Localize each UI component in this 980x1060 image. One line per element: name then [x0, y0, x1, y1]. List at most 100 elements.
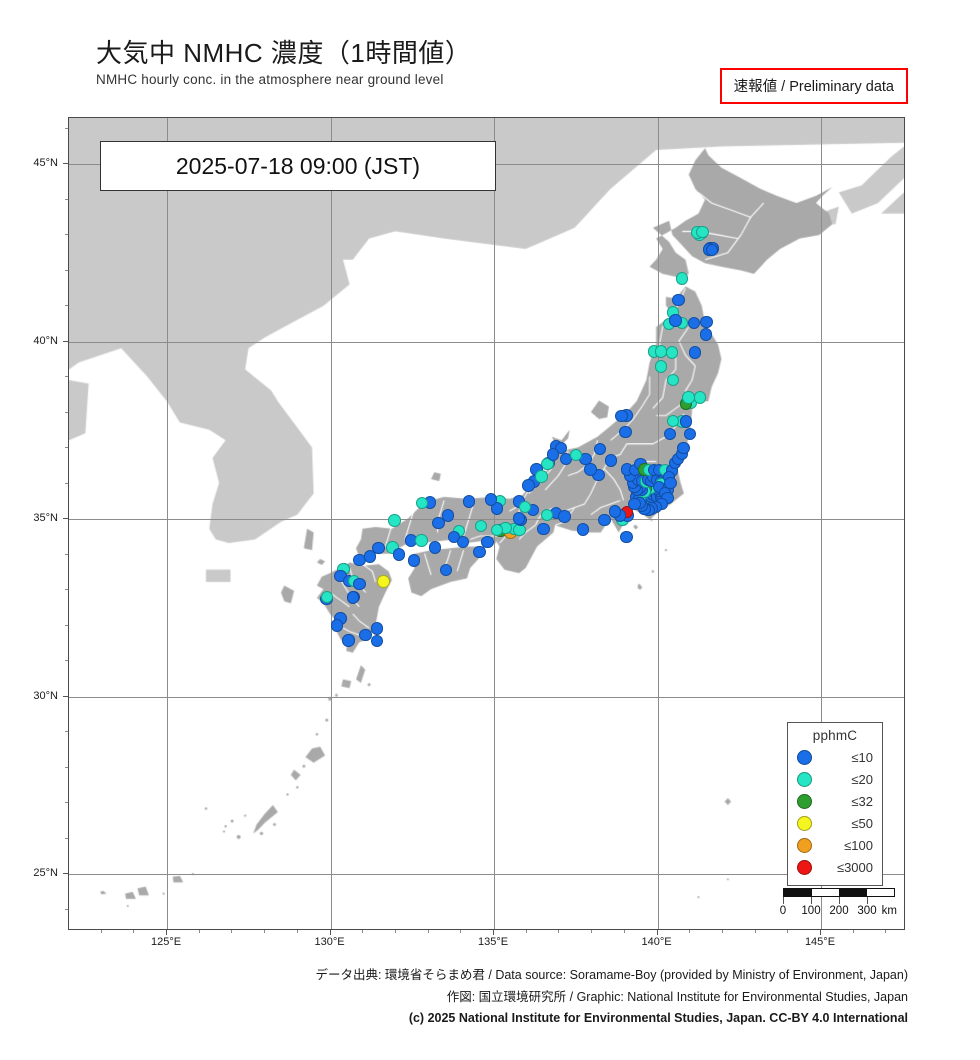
station-point[interactable] [677, 441, 690, 455]
station-point[interactable] [415, 534, 428, 547]
station-point[interactable] [664, 476, 677, 490]
y-tick-33 [65, 589, 68, 591]
station-point[interactable] [491, 523, 504, 537]
station-point[interactable] [620, 530, 633, 544]
graticule-meridian-140°E [657, 118, 659, 929]
station-point[interactable] [675, 272, 688, 285]
station-point[interactable] [619, 425, 632, 439]
station-point[interactable] [654, 360, 667, 373]
station-point[interactable] [663, 427, 677, 441]
x-tick-138 [591, 930, 593, 933]
station-point[interactable] [359, 629, 372, 642]
station-point[interactable] [666, 346, 679, 359]
scale-segment-3 [867, 889, 894, 896]
station-point[interactable] [594, 442, 607, 456]
station-point[interactable] [342, 634, 355, 647]
legend-row-1[interactable]: ≤20 [794, 768, 876, 790]
station-point[interactable] [393, 548, 406, 561]
station-point[interactable] [372, 542, 385, 555]
station-point[interactable] [462, 495, 476, 508]
timestamp-box: 2025-07-18 09:00 (JST) [100, 141, 496, 191]
legend-row-2[interactable]: ≤32 [794, 790, 876, 812]
station-point[interactable] [535, 470, 548, 483]
station-point[interactable] [705, 243, 718, 257]
station-point[interactable] [666, 373, 680, 387]
station-point[interactable] [688, 346, 702, 359]
y-tick-34 [65, 553, 68, 555]
station-point[interactable] [569, 449, 582, 462]
station-point[interactable] [439, 564, 453, 577]
station-point[interactable] [608, 505, 622, 518]
legend-row-0[interactable]: ≤10 [794, 746, 876, 768]
legend-row-3[interactable]: ≤50 [794, 812, 876, 834]
scale-label-300: 300 [857, 905, 877, 917]
station-point[interactable] [474, 520, 488, 533]
x-tick-140 [656, 930, 658, 935]
legend-row-5[interactable]: ≤3000 [794, 856, 876, 878]
legend-swatch-icon-1 [797, 771, 812, 787]
station-point[interactable] [432, 516, 445, 529]
y-tick-31 [65, 660, 68, 662]
station-point[interactable] [537, 522, 550, 535]
station-point[interactable] [577, 523, 590, 536]
scale-label-100: 100 [801, 905, 821, 917]
station-point[interactable] [682, 391, 695, 404]
station-point[interactable] [491, 502, 504, 515]
station-point[interactable] [330, 619, 344, 632]
station-point[interactable] [666, 414, 680, 428]
station-point[interactable] [540, 508, 554, 522]
footer-data-source: データ出典: 環境省そらまめ君 / Data source: Soramame-… [315, 968, 908, 982]
station-point[interactable] [456, 536, 470, 549]
x-tick-146 [852, 930, 854, 933]
station-point[interactable] [628, 498, 641, 511]
station-point[interactable] [484, 493, 497, 506]
station-point[interactable] [321, 591, 334, 604]
station-point[interactable] [388, 514, 401, 527]
station-point[interactable] [512, 512, 526, 525]
y-tick-35 [63, 518, 68, 520]
station-point[interactable] [363, 550, 376, 563]
station-point[interactable] [546, 448, 560, 461]
x-tick-129 [296, 930, 298, 933]
station-point[interactable] [518, 500, 531, 513]
legend-row-4[interactable]: ≤100 [794, 834, 876, 856]
scale-tick-2 [839, 897, 840, 904]
station-point[interactable] [684, 427, 697, 441]
station-point[interactable] [442, 509, 455, 522]
station-point[interactable] [377, 575, 390, 588]
station-point[interactable] [415, 496, 429, 510]
scale-segment-1 [811, 889, 840, 896]
station-point[interactable] [408, 554, 421, 567]
x-tick-133 [427, 930, 429, 933]
station-point[interactable] [353, 577, 366, 590]
y-tick-25 [63, 873, 68, 875]
station-point[interactable] [584, 463, 597, 476]
station-point[interactable] [370, 635, 384, 648]
station-point[interactable] [669, 314, 682, 327]
station-point[interactable] [699, 328, 713, 341]
station-point[interactable] [598, 514, 611, 527]
y-tick-38 [65, 411, 68, 413]
station-point[interactable] [522, 479, 535, 492]
station-point[interactable] [473, 545, 486, 559]
station-point[interactable] [672, 293, 685, 306]
x-tick-137 [558, 930, 560, 933]
station-point[interactable] [680, 415, 693, 428]
x-tick-123 [100, 930, 102, 933]
station-point[interactable] [687, 317, 701, 330]
station-point[interactable] [604, 454, 617, 467]
station-point[interactable] [693, 391, 707, 404]
x-tick-128 [264, 930, 266, 933]
scale-label-0: 0 [779, 905, 787, 917]
map-plot-area[interactable] [68, 117, 905, 930]
station-point[interactable] [481, 536, 494, 549]
station-point[interactable] [428, 541, 442, 554]
station-point[interactable] [558, 510, 571, 523]
station-point[interactable] [696, 225, 709, 239]
station-point[interactable] [370, 622, 384, 635]
station-point[interactable] [700, 315, 713, 329]
y-tick-29 [65, 731, 68, 733]
station-point[interactable] [615, 410, 628, 423]
scale-tick-0 [783, 897, 784, 904]
station-point[interactable] [346, 591, 360, 604]
